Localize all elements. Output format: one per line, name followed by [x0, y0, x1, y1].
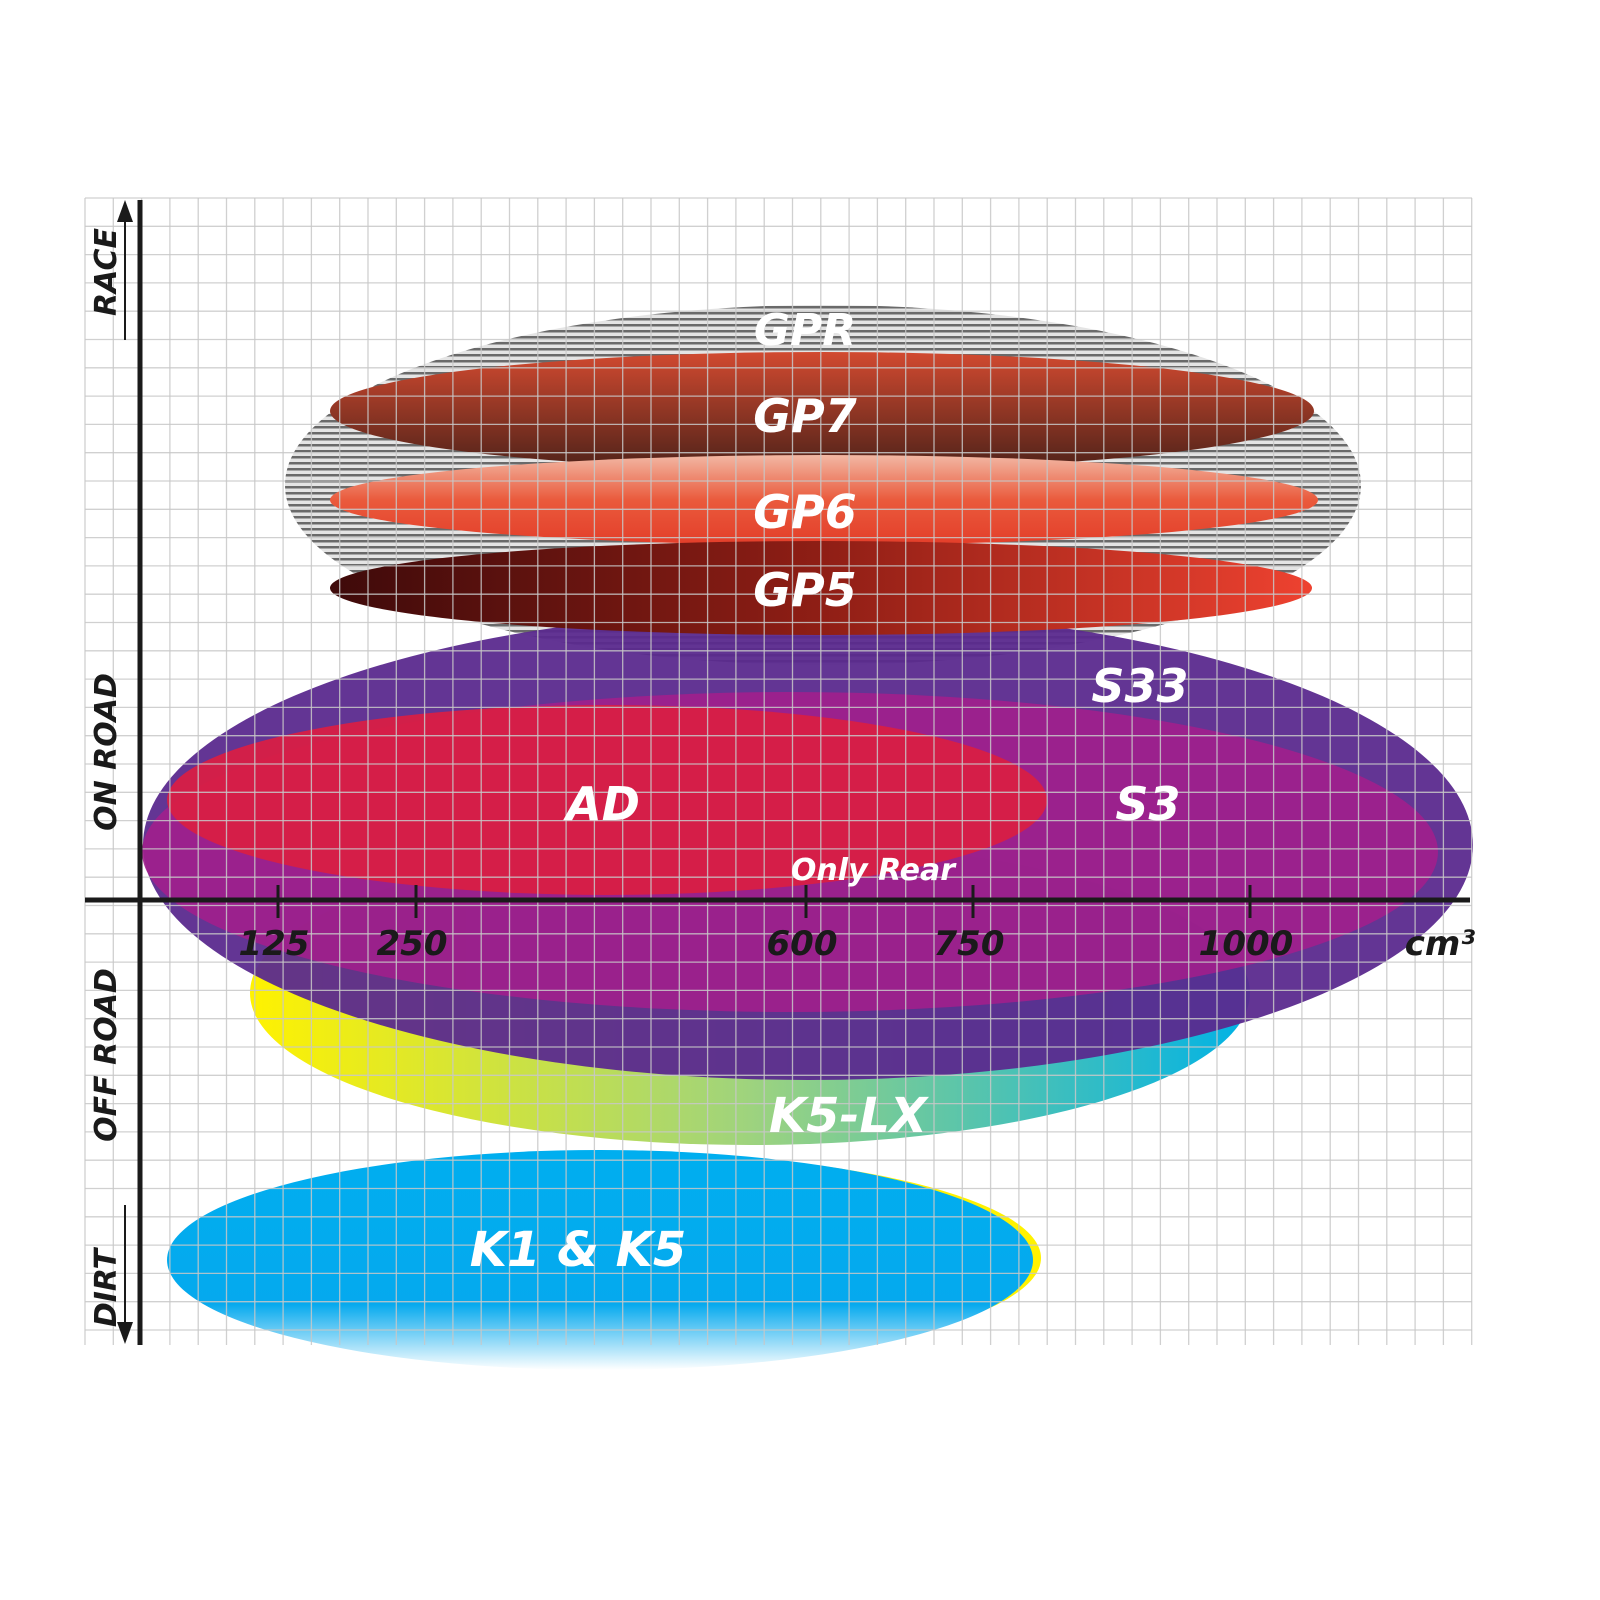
x-axis-label: cm³	[1405, 924, 1476, 964]
y-category-label: OFF ROAD	[89, 968, 124, 1142]
grid	[84, 197, 1473, 1345]
product-label: AD	[563, 777, 640, 831]
ellipse-k1-k5	[167, 1150, 1033, 1370]
product-label: GP5	[753, 563, 856, 617]
y-category-label: DIRT	[89, 1246, 124, 1327]
y-category-label: ON ROAD	[89, 673, 124, 831]
product-label: K1 & K5	[470, 1222, 686, 1278]
product-label: GP6	[753, 485, 856, 539]
product-label: S3	[1115, 777, 1180, 831]
x-tick-label: 1000	[1199, 924, 1294, 964]
product-label: S33	[1091, 659, 1188, 713]
ellipse-gp7	[330, 352, 1314, 470]
ellipse-gp6	[330, 455, 1318, 545]
x-tick-label: 600	[767, 924, 838, 964]
x-tick-label: 250	[377, 924, 448, 964]
y-category-label: RACE	[89, 228, 124, 316]
only-rear-label: Only Rear	[791, 853, 957, 888]
x-tick-label: 750	[934, 924, 1005, 964]
race-arrow-icon	[117, 200, 133, 222]
dirt-arrow-icon	[117, 1322, 133, 1344]
product-label: GP7	[753, 389, 856, 443]
product-label: K5-LX	[769, 1088, 929, 1144]
ellipse-ad	[167, 705, 1047, 895]
x-tick-label: 125	[239, 924, 310, 964]
product-label: GPR	[754, 305, 856, 356]
